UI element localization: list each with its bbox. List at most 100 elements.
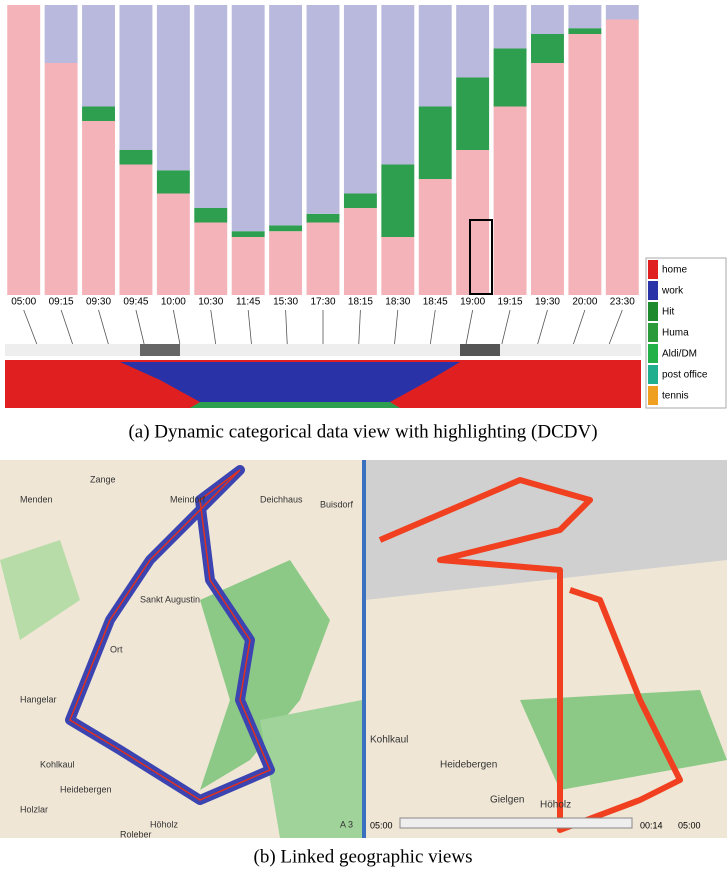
column-segment	[119, 150, 153, 165]
column-segment	[531, 5, 564, 34]
connector	[98, 309, 109, 345]
column-segment	[306, 5, 340, 214]
timeline-label: 05:00	[678, 820, 701, 830]
forest	[0, 540, 80, 640]
column-segment	[194, 208, 228, 223]
column-segment	[269, 225, 303, 232]
timeline-slider[interactable]	[399, 817, 633, 829]
overview-other	[190, 402, 400, 408]
time-label: 10:00	[161, 297, 186, 308]
legend-label: post office	[662, 370, 708, 381]
connector	[537, 309, 548, 345]
column-segment	[82, 5, 115, 107]
connector	[465, 309, 474, 345]
connector	[285, 309, 288, 345]
map-label: Höholz	[150, 819, 179, 829]
connector	[135, 309, 145, 345]
legend-swatch	[648, 386, 658, 405]
time-label: 20:00	[572, 297, 597, 308]
timeline-label: 05:00	[370, 820, 393, 830]
column-segment	[418, 106, 452, 179]
map-label: Kohlkaul	[40, 759, 75, 769]
time-label: 11:45	[236, 297, 261, 308]
time-label: 15:30	[273, 297, 298, 308]
map-label: Meindorf	[170, 494, 206, 504]
column-segment	[456, 77, 490, 150]
map-label: Holzlar	[20, 804, 48, 814]
map-label: Heidebergen	[60, 784, 112, 794]
column-segment	[531, 63, 564, 295]
column-segment	[568, 5, 602, 29]
connector	[60, 309, 73, 345]
gray-strip-dark	[140, 344, 180, 356]
time-label: 17:30	[310, 297, 335, 308]
gray-strip	[5, 344, 641, 356]
legend-swatch	[648, 365, 658, 384]
map-label: Deichhaus	[260, 494, 303, 504]
column-segment	[7, 5, 41, 295]
right-map: Kohlkaul Heidebergen Gielgen Höholz 05:00 00:…	[362, 460, 727, 838]
connector	[358, 309, 361, 345]
legend-label: tennis	[662, 391, 689, 402]
column-segment	[82, 106, 115, 121]
connector	[172, 309, 181, 345]
connector	[210, 309, 217, 345]
column-segment	[194, 5, 228, 208]
route-3d	[378, 477, 683, 833]
map-label: Hangelar	[20, 694, 57, 704]
gray-strip-dark	[460, 344, 500, 356]
column-segment	[306, 213, 340, 223]
column-segment	[456, 5, 490, 78]
caption-b: (b) Linked geographic views	[254, 846, 473, 867]
route	[69, 469, 271, 801]
highlight-box	[469, 219, 493, 295]
legend-label: Hit	[662, 307, 674, 318]
caption-a: (a) Dynamic categorical data view with h…	[128, 421, 597, 442]
column-segment	[44, 63, 78, 295]
column-segment	[82, 121, 115, 295]
column-segment	[119, 5, 153, 150]
map-label: Ort	[110, 644, 123, 654]
column-segment	[269, 231, 303, 295]
time-label: 18:45	[423, 297, 448, 308]
column-segment	[381, 237, 415, 295]
column-segment	[381, 164, 415, 237]
column-segment	[343, 5, 377, 194]
map-label: Gielgen	[490, 795, 524, 806]
time-label: 23:30	[610, 297, 635, 308]
column-segment	[381, 5, 415, 165]
legend-label: Huma	[662, 328, 689, 339]
column-segment	[156, 170, 190, 194]
legend-swatch	[648, 260, 658, 279]
column-segment	[531, 34, 564, 63]
forest	[260, 700, 362, 838]
connector	[501, 309, 511, 345]
time-label: 10:30	[198, 297, 223, 308]
column-segment	[269, 5, 303, 226]
legend-box	[645, 257, 727, 409]
legend-label: work	[661, 286, 684, 297]
time-label: 05:00	[11, 297, 36, 308]
map-label: Kohlkaul	[370, 735, 408, 746]
connector	[573, 309, 586, 345]
time-label: 09:45	[123, 297, 148, 308]
column-segment	[493, 106, 527, 295]
column-segment	[119, 164, 153, 295]
column-segment	[306, 222, 340, 295]
column-segment	[231, 5, 265, 232]
time-label: 19:15	[498, 297, 523, 308]
column-segment	[194, 222, 228, 295]
column-segment	[418, 5, 452, 107]
map-label: Menden	[20, 494, 53, 504]
divider	[362, 460, 366, 838]
left-map: Zange Meindorf Deichhaus Buisdorf Menden Sank…	[0, 460, 362, 839]
timeline-label: 00:14	[640, 820, 663, 830]
column-segment	[456, 150, 490, 295]
map-label: Höholz	[540, 800, 571, 811]
connector	[394, 309, 399, 345]
column-segment	[418, 179, 452, 295]
time-label: 18:30	[385, 297, 410, 308]
legend-swatch	[648, 302, 658, 321]
